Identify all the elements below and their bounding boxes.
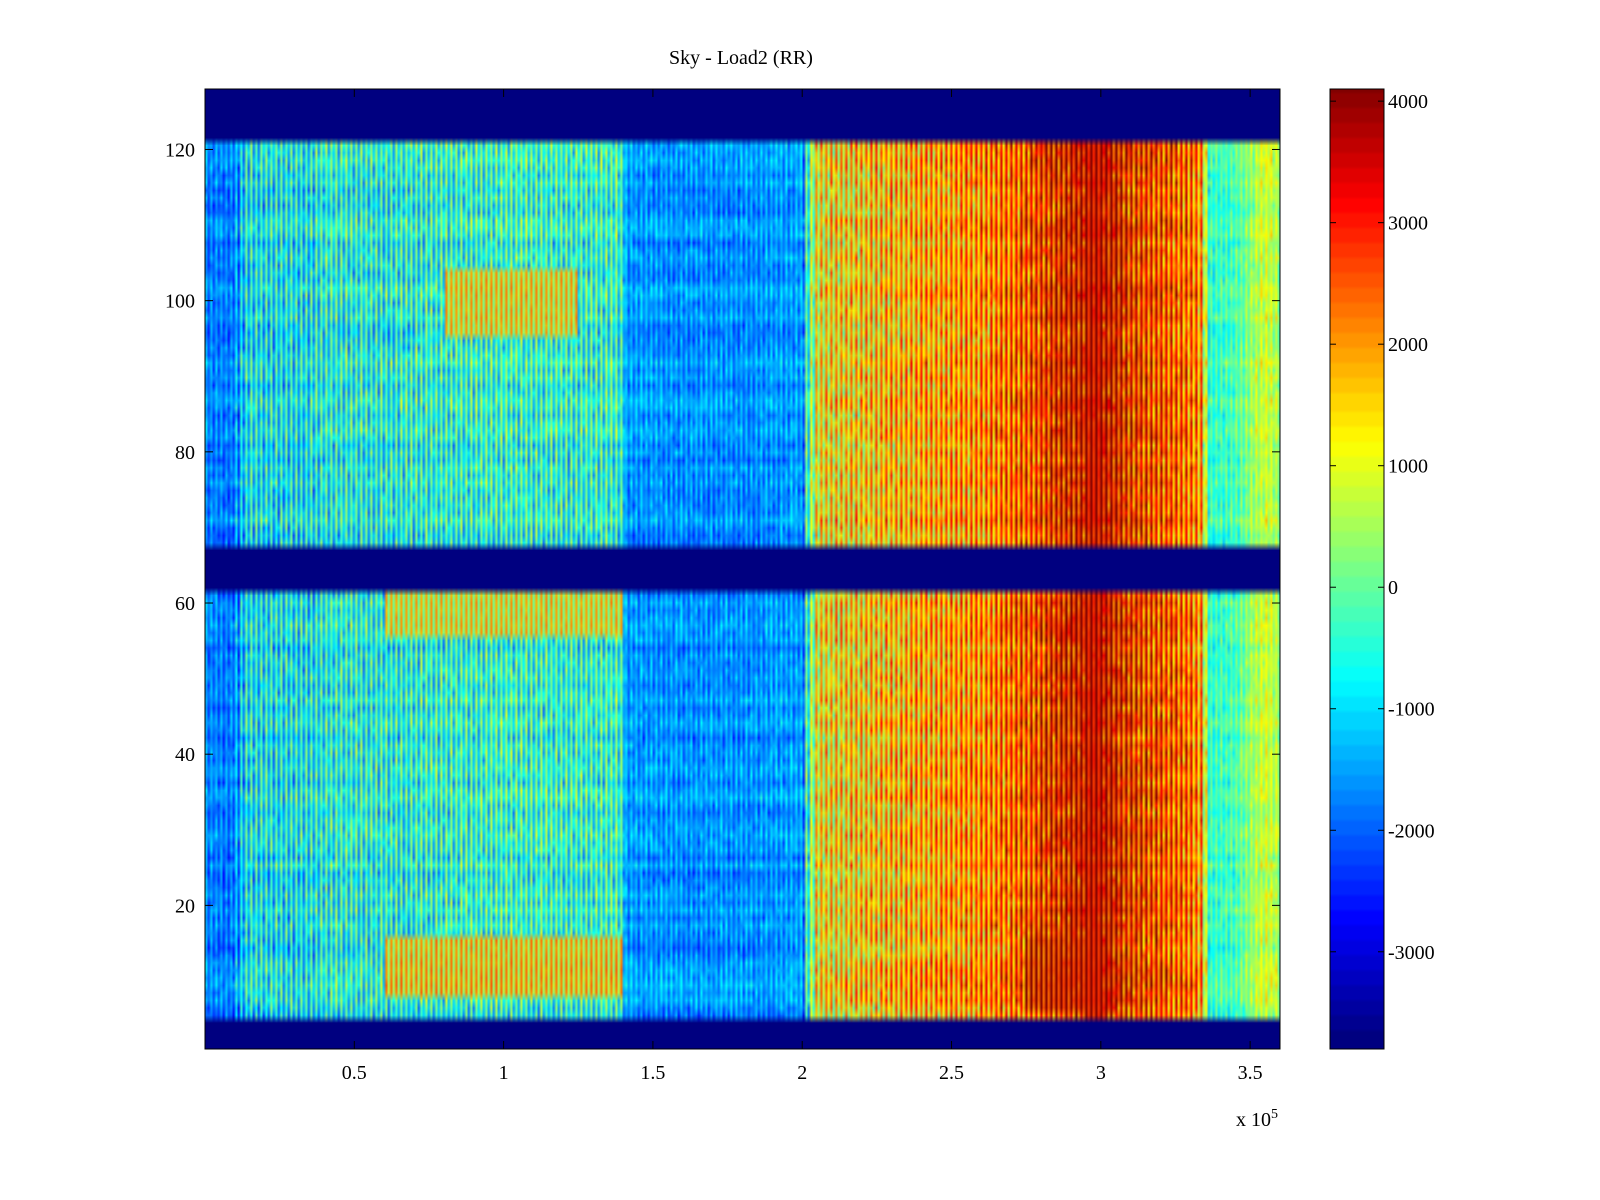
y-tick-label: 60: [175, 593, 195, 615]
y-tick-label: 80: [175, 442, 195, 464]
y-tick-label: 120: [165, 139, 195, 161]
x-tick-label: 3.5: [1238, 1062, 1263, 1084]
chart-title: Sky - Load2 (RR): [669, 47, 813, 69]
colorbar-ticks: 4000 3000 2000 1000 0 -1000 -2000 -3000: [1330, 91, 1435, 964]
colorbar-tick-label: 0: [1388, 577, 1398, 599]
plot-frame: [204, 88, 1281, 1050]
y-axis: 20 40 60 80 100 120: [165, 139, 1280, 917]
colorbar-tick-label: 4000: [1388, 91, 1428, 113]
colorbar: 4000 3000 2000 1000 0 -1000 -2000 -3000: [1329, 88, 1435, 1050]
colorbar-tick-label: 2000: [1388, 334, 1428, 356]
x-exponent: 5: [1271, 1107, 1278, 1122]
x-tick-label: 1.5: [640, 1062, 665, 1084]
colorbar-tick-label: -3000: [1388, 942, 1435, 964]
colorbar-tick-label: -1000: [1388, 699, 1435, 721]
x-tick-label: 1: [499, 1062, 509, 1084]
x-tick-label: 2: [797, 1062, 807, 1084]
x-axis: 0.5 1 1.5 2 2.5 3 3.5: [342, 89, 1263, 1084]
colorbar-tick-label: 1000: [1388, 456, 1428, 478]
colorbar-tick-label: 3000: [1388, 213, 1428, 235]
x-tick-label: 3: [1096, 1062, 1106, 1084]
heatmap-plot: [205, 89, 1280, 1049]
x-tick-label: 2.5: [939, 1062, 964, 1084]
y-tick-label: 40: [175, 744, 195, 766]
colorbar-gradient: [1330, 89, 1384, 1049]
heatmap-image: [205, 89, 1280, 1049]
colorbar-frame: [1329, 88, 1385, 1050]
y-tick-label: 100: [165, 291, 195, 313]
y-tick-label: 20: [175, 895, 195, 917]
x-exponent-label: x 105: [1236, 1107, 1278, 1131]
colorbar-tick-label: -2000: [1388, 820, 1435, 842]
x-tick-label: 0.5: [342, 1062, 367, 1084]
